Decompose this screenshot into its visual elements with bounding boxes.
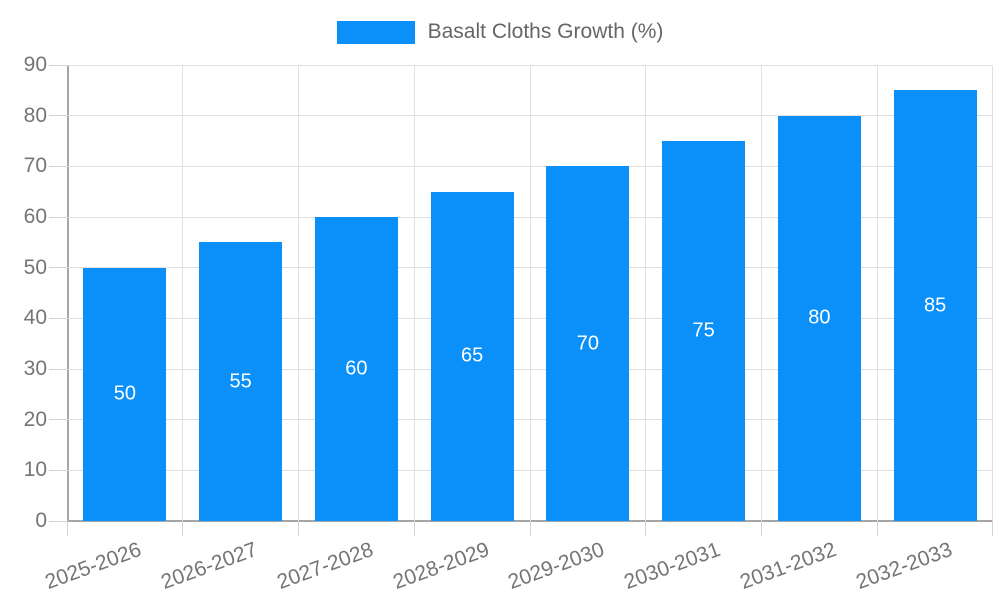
bar-value-label: 60 — [345, 357, 368, 380]
v-gridline — [645, 65, 647, 521]
bar[interactable]: 50 — [83, 267, 167, 521]
legend[interactable]: Basalt Cloths Growth (%) — [0, 20, 1000, 44]
y-tick — [49, 115, 67, 117]
y-tick-label: 60 — [23, 205, 47, 228]
v-gridline — [413, 65, 415, 521]
x-tick — [529, 521, 531, 536]
y-tick-label: 10 — [23, 458, 47, 482]
y-tick — [49, 419, 67, 421]
bar-value-label: 70 — [576, 332, 599, 355]
v-gridline — [298, 65, 299, 521]
x-tick-label: 2027-2028 — [273, 538, 377, 594]
v-gridline — [182, 65, 184, 521]
x-tick-label: 2028-2029 — [389, 538, 492, 594]
y-tick — [49, 317, 67, 319]
y-axis-line — [67, 65, 69, 521]
v-gridline — [529, 65, 531, 521]
bar-value-label: 80 — [808, 306, 831, 329]
x-tick — [182, 521, 184, 536]
y-tick-label: 50 — [23, 255, 47, 279]
x-tick — [298, 521, 299, 536]
x-tick-label: 2026-2027 — [158, 538, 261, 594]
y-tick — [49, 520, 67, 522]
x-tick — [645, 521, 647, 536]
x-tick-label: 2032-2033 — [852, 538, 955, 594]
y-tick — [49, 267, 67, 269]
v-gridline — [991, 65, 993, 521]
plot-area: 50 55 60 65 70 75 80 85 — [49, 64, 993, 536]
bar[interactable]: 80 — [777, 115, 861, 521]
y-tick-label: 30 — [23, 357, 47, 380]
bar[interactable]: 70 — [546, 166, 630, 521]
legend-label: Basalt Cloths Growth (%) — [427, 20, 664, 43]
x-tick-label: 2025-2026 — [42, 538, 145, 594]
x-tick — [876, 521, 878, 536]
y-tick-label: 90 — [23, 53, 47, 76]
x-tick-label: 2029-2030 — [505, 538, 608, 594]
bar-value-label: 55 — [229, 370, 252, 393]
legend-swatch — [336, 20, 415, 44]
v-gridline — [761, 65, 762, 521]
bar[interactable]: 60 — [314, 217, 398, 521]
y-tick — [49, 469, 67, 471]
bar-value-label: 65 — [461, 344, 484, 367]
bar-value-label: 85 — [924, 294, 947, 317]
bar-value-label: 50 — [113, 382, 136, 405]
x-tick-label: 2031-2032 — [736, 538, 840, 594]
x-tick-label: 2030-2031 — [621, 538, 724, 594]
bar[interactable]: 55 — [199, 242, 283, 521]
y-tick — [49, 368, 67, 370]
x-tick — [413, 521, 415, 536]
y-tick-label: 40 — [23, 306, 47, 330]
bar[interactable]: 85 — [893, 90, 977, 521]
bar-value-label: 75 — [692, 319, 715, 342]
v-gridline — [876, 65, 878, 521]
y-tick — [49, 64, 67, 66]
y-tick-label: 70 — [23, 154, 47, 178]
y-tick-label: 0 — [35, 509, 47, 532]
y-tick — [49, 216, 67, 218]
x-tick — [991, 521, 993, 536]
x-tick — [761, 521, 762, 536]
bar[interactable]: 65 — [430, 191, 514, 521]
x-tick — [66, 521, 68, 536]
y-tick — [49, 165, 67, 167]
y-tick-label: 20 — [23, 407, 47, 431]
y-tick-label: 80 — [23, 103, 47, 127]
bar[interactable]: 75 — [662, 141, 746, 521]
